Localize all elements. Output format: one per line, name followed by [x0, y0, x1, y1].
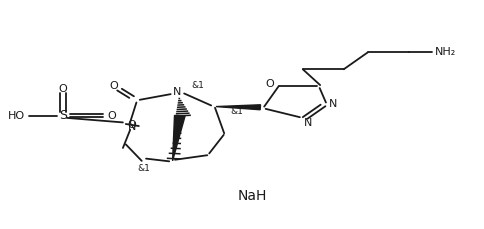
Text: O: O — [109, 81, 118, 90]
Text: NaH: NaH — [237, 189, 266, 203]
Text: S: S — [59, 109, 67, 122]
Text: &1: &1 — [230, 107, 243, 116]
Text: O: O — [265, 79, 274, 89]
Text: HO: HO — [7, 111, 25, 121]
Text: NH₂: NH₂ — [434, 47, 455, 57]
Text: N: N — [173, 87, 181, 97]
Text: &1: &1 — [137, 164, 150, 173]
Text: O: O — [59, 84, 67, 94]
Text: &1: &1 — [191, 81, 203, 90]
Polygon shape — [215, 105, 260, 110]
Text: O: O — [107, 111, 116, 121]
Polygon shape — [172, 115, 185, 161]
Text: N: N — [328, 99, 337, 109]
Text: N: N — [127, 122, 136, 132]
Text: O: O — [127, 120, 136, 130]
Text: N: N — [303, 118, 311, 128]
